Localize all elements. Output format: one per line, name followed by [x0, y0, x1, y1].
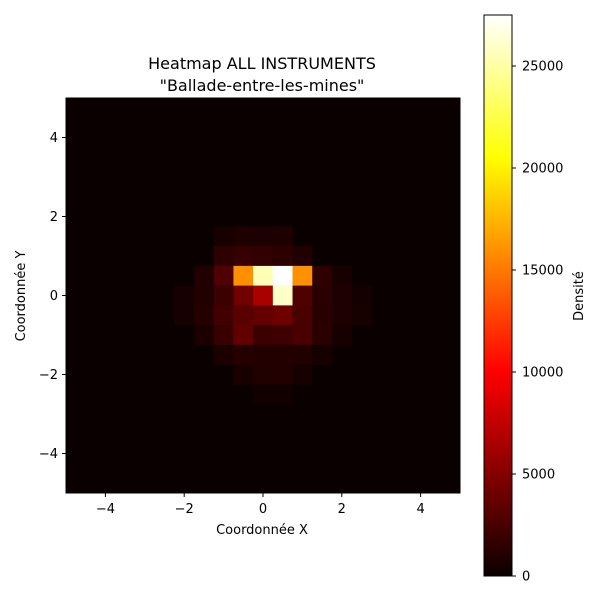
heatmap-cell: [194, 325, 215, 346]
heatmap-cell: [194, 285, 215, 306]
heatmap-cell: [233, 246, 254, 267]
heatmap-cell: [331, 265, 352, 286]
x-axis-label: Coordonnée X: [216, 523, 308, 538]
colorbar-tick-label: 15000: [522, 264, 563, 279]
heatmap-cell: [312, 305, 333, 326]
y-tick-label: −2: [39, 368, 58, 383]
heatmap-cell: [331, 305, 352, 326]
heatmap-cell: [253, 305, 274, 326]
heatmap-cell: [233, 364, 254, 385]
heatmap-cell: [272, 265, 293, 286]
heatmap-cell: [233, 265, 254, 286]
heatmap-cell: [174, 305, 195, 326]
heatmap-cell: [312, 265, 333, 286]
heatmap-cell: [272, 246, 293, 267]
heatmap-cell: [272, 285, 293, 306]
colorbar-ticks: 0 5000 10000 15000 20000 25000: [512, 60, 563, 585]
plot-area: [65, 97, 461, 494]
heatmap-cell: [253, 285, 274, 306]
heatmap-cell: [292, 364, 313, 385]
heatmap-cells: [174, 226, 372, 405]
colorbar-tick-label: 20000: [522, 162, 563, 177]
heatmap-cell: [194, 305, 215, 326]
y-tick-label: 4: [50, 131, 58, 146]
heatmap-cell: [213, 285, 234, 306]
heatmap-cell: [292, 246, 313, 267]
heatmap-cell: [253, 364, 274, 385]
heatmap-cell: [312, 325, 333, 346]
x-tick-label: −4: [96, 502, 115, 517]
heatmap-cell: [253, 384, 274, 405]
x-tick-label: 0: [259, 502, 267, 517]
colorbar-gradient: [483, 14, 513, 577]
heatmap-cell: [233, 226, 254, 247]
heatmap-cell: [272, 344, 293, 365]
heatmap-cell: [174, 285, 195, 306]
colorbar-tick-label: 10000: [522, 366, 563, 381]
heatmap-cell: [312, 285, 333, 306]
y-tick-label: 0: [50, 289, 58, 304]
heatmap-cell: [213, 226, 234, 247]
heatmap-cell: [253, 344, 274, 365]
heatmap-cell: [272, 305, 293, 326]
heatmap-cell: [292, 325, 313, 346]
colorbar-label: Densité: [572, 271, 587, 321]
heatmap-cell: [272, 325, 293, 346]
heatmap-cell: [233, 305, 254, 326]
heatmap-cell: [331, 285, 352, 306]
x-tick-label: 4: [416, 502, 424, 517]
y-tick-label: −4: [39, 447, 58, 462]
colorbar-tick-label: 25000: [522, 60, 563, 75]
heatmap-cell: [213, 305, 234, 326]
heatmap-cell: [292, 265, 313, 286]
heatmap-cell: [253, 226, 274, 247]
heatmap-cell: [292, 344, 313, 365]
heatmap-cell: [233, 285, 254, 306]
heatmap-cell: [213, 246, 234, 267]
heatmap-cell: [351, 285, 372, 306]
colorbar-tick-label: 5000: [522, 468, 555, 483]
x-axis-ticks: −4 −2 0 2 4: [96, 493, 425, 517]
heatmap-cell: [292, 285, 313, 306]
chart-title-line-1: Heatmap ALL INSTRUMENTS: [148, 54, 376, 73]
heatmap-cell: [292, 305, 313, 326]
heatmap-cell: [253, 265, 274, 286]
heatmap-cell: [194, 265, 215, 286]
heatmap-cell: [272, 226, 293, 247]
y-axis-ticks: −4 −2 0 2 4: [39, 131, 66, 462]
heatmap-cell: [253, 246, 274, 267]
y-tick-label: 2: [50, 210, 58, 225]
heatmap-cell: [233, 344, 254, 365]
heatmap-cell: [312, 344, 333, 365]
heatmap-cell: [213, 344, 234, 365]
y-axis-label: Coordonnée Y: [14, 251, 29, 342]
heatmap-cell: [272, 364, 293, 385]
heatmap-cell: [331, 325, 352, 346]
heatmap-cell: [213, 325, 234, 346]
x-tick-label: 2: [338, 502, 346, 517]
heatmap-cell: [272, 384, 293, 405]
heatmap-cell: [253, 325, 274, 346]
colorbar: 0 5000 10000 15000 20000 25000 Densité: [483, 14, 587, 585]
heatmap-cell: [213, 265, 234, 286]
colorbar-tick-label: 0: [522, 570, 530, 585]
x-tick-label: −2: [175, 502, 194, 517]
heatmap-cell: [351, 305, 372, 326]
heatmap-cell: [233, 325, 254, 346]
chart-title-line-2: "Ballade-entre-les-mines": [160, 76, 365, 95]
